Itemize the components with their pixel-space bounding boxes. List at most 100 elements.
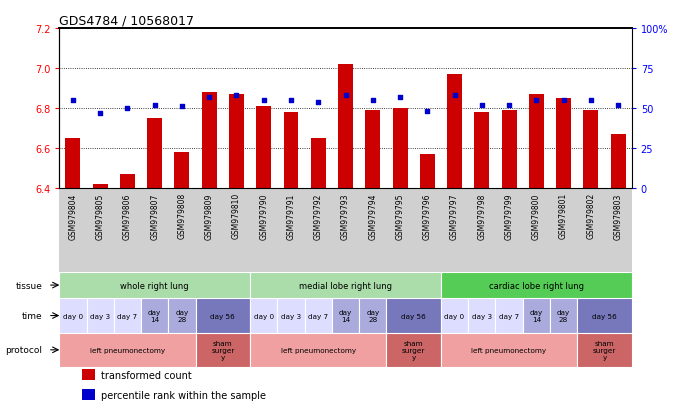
Bar [419,154,435,188]
Point [68,97,79,104]
Bar [174,152,189,188]
Bar [114,299,141,333]
Point [340,93,351,99]
Bar [93,185,107,188]
Text: day 3: day 3 [281,313,301,319]
Bar [120,175,135,188]
Bar [392,109,408,188]
Point [612,102,623,109]
Text: day 0: day 0 [253,313,274,319]
Bar [82,389,95,401]
Bar [202,93,216,188]
Text: sham
surger
y: sham surger y [211,340,235,360]
Point [558,97,569,104]
Text: day
14: day 14 [530,309,543,322]
Text: day 56: day 56 [211,313,235,319]
Bar [468,299,496,333]
Point [476,102,487,109]
Bar [577,333,632,367]
Bar [441,272,632,299]
Text: GSM979806: GSM979806 [123,193,132,239]
Bar [304,299,332,333]
Text: cardiac lobe right lung: cardiac lobe right lung [489,281,584,290]
Bar [82,369,95,380]
Text: GDS4784 / 10568017: GDS4784 / 10568017 [59,15,194,28]
Text: GSM979803: GSM979803 [614,193,623,239]
Text: GSM979810: GSM979810 [232,193,241,239]
Text: GSM979793: GSM979793 [341,193,350,239]
Point [367,97,378,104]
Text: GSM979804: GSM979804 [68,193,77,239]
Text: GSM979791: GSM979791 [286,193,295,239]
Text: GSM979790: GSM979790 [259,193,268,239]
Text: sham
surger
y: sham surger y [402,340,425,360]
Text: day
14: day 14 [339,309,352,322]
Text: GSM979800: GSM979800 [532,193,541,239]
Text: GSM979797: GSM979797 [450,193,459,239]
Bar [59,299,87,333]
Text: GSM979794: GSM979794 [369,193,377,239]
Bar [584,111,598,188]
Text: transformed count: transformed count [101,370,191,380]
Bar [441,333,577,367]
Bar [87,299,114,333]
Bar [556,99,571,188]
Text: GSM979805: GSM979805 [96,193,105,239]
Bar [550,299,577,333]
Bar [365,111,380,188]
Text: day 3: day 3 [90,313,110,319]
Text: day 56: day 56 [401,313,426,319]
Bar [496,299,523,333]
Bar [502,111,517,188]
Point [313,99,324,106]
Bar [147,119,162,188]
Point [422,109,433,115]
Text: day 7: day 7 [309,313,328,319]
Text: sham
surger
y: sham surger y [593,340,616,360]
Bar [277,299,304,333]
Point [394,94,406,101]
Point [449,93,460,99]
Text: day 0: day 0 [63,313,83,319]
Bar [168,299,195,333]
Text: GSM979808: GSM979808 [177,193,186,239]
Bar [441,299,468,333]
Text: time: time [22,311,42,320]
Point [204,94,215,101]
Bar [311,139,326,188]
Text: left pneumonectomy: left pneumonectomy [281,347,356,353]
Text: percentile rank within the sample: percentile rank within the sample [101,390,265,400]
Text: left pneumonectomy: left pneumonectomy [90,347,165,353]
Bar [66,139,80,188]
Text: day
14: day 14 [148,309,161,322]
Bar [59,333,195,367]
Point [95,110,106,117]
Bar [141,299,168,333]
Text: GSM979798: GSM979798 [477,193,487,239]
Bar [475,113,489,188]
Bar [250,272,441,299]
Point [285,97,297,104]
Text: day
28: day 28 [366,309,380,322]
Bar [523,299,550,333]
Bar [229,95,244,188]
Text: day 56: day 56 [592,313,617,319]
Point [503,102,514,109]
Bar [611,135,625,188]
Point [585,97,596,104]
Text: GSM979807: GSM979807 [150,193,159,239]
Bar [283,113,299,188]
Bar [447,75,462,188]
Bar [387,333,441,367]
Text: day
28: day 28 [175,309,188,322]
Text: GSM979809: GSM979809 [205,193,214,239]
Text: left pneumonectomy: left pneumonectomy [471,347,547,353]
Point [122,105,133,112]
Text: GSM979795: GSM979795 [396,193,405,239]
Bar [332,299,359,333]
Text: medial lobe right lung: medial lobe right lung [299,281,392,290]
Point [258,97,269,104]
Point [149,102,161,109]
Bar [195,333,250,367]
Text: tissue: tissue [15,281,42,290]
